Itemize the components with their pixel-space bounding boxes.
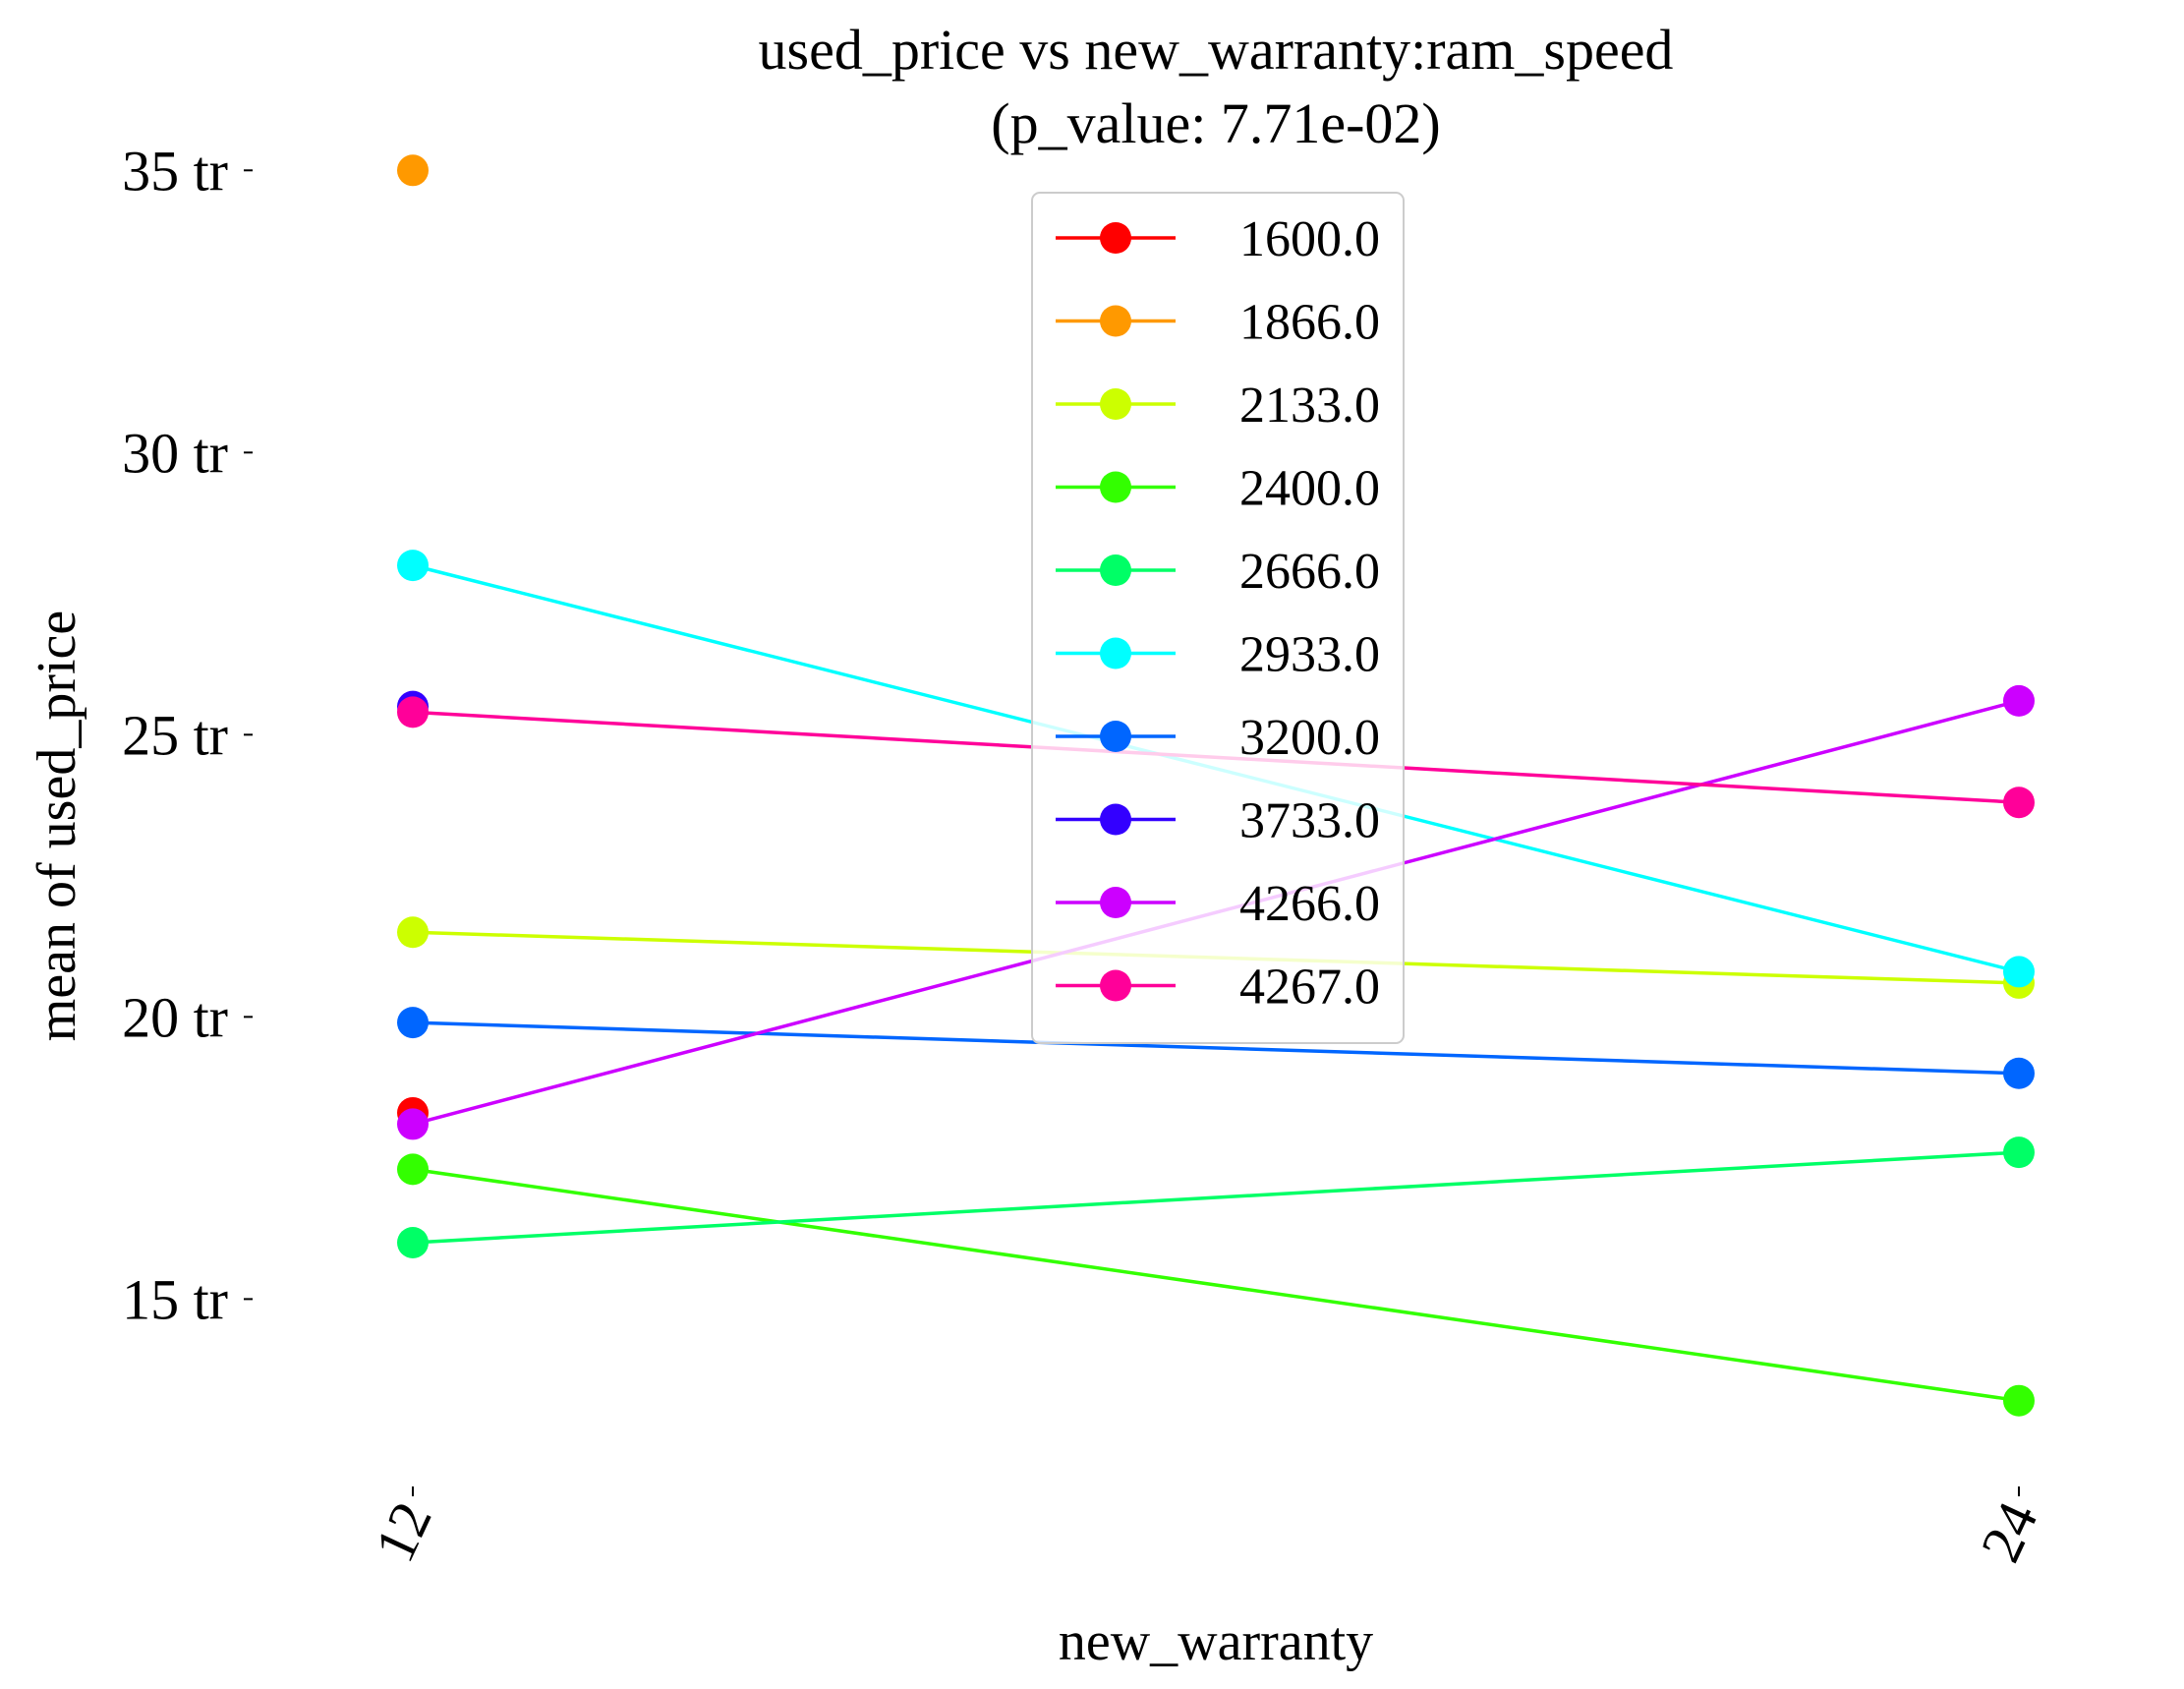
- legend-entry: 4267.0: [1056, 960, 1380, 1016]
- series-line: [412, 1150, 2020, 1245]
- legend-marker: [1100, 388, 1131, 420]
- legend-marker: [1100, 803, 1131, 836]
- legend-marker: [1100, 637, 1131, 670]
- legend-marker: [1100, 554, 1131, 586]
- series-2400-0: [397, 1153, 2035, 1417]
- legend-marker: [1100, 222, 1131, 254]
- y-tick-label: 30 tr: [122, 421, 228, 485]
- data-point: [2003, 956, 2035, 988]
- series-line: [412, 1020, 2020, 1076]
- y-tick-label: 35 tr: [122, 139, 228, 203]
- y-axis: 15 tr 20 tr 25 tr 30 tr 35 tr: [122, 139, 253, 1331]
- x-axis: 12 24: [362, 1486, 2050, 1571]
- legend-entry: 3733.0: [1056, 793, 1380, 849]
- x-tick-label: 24: [1968, 1492, 2049, 1571]
- series-3200-0: [397, 1007, 2035, 1089]
- data-point: [397, 1108, 429, 1140]
- y-tick-label: 20 tr: [122, 985, 228, 1049]
- data-point: [397, 696, 429, 728]
- series-line: [412, 1167, 2020, 1403]
- data-point: [2003, 786, 2035, 819]
- data-point: [397, 1007, 429, 1039]
- data-point: [2003, 684, 2035, 717]
- chart-title-group: used_price vs new_warranty:ram_speed (p_…: [759, 18, 1674, 155]
- legend-entry: 1866.0: [1056, 295, 1380, 351]
- legend-label: 2666.0: [1239, 544, 1380, 600]
- data-point: [2003, 1136, 2035, 1169]
- legend-label: 3200.0: [1239, 710, 1380, 766]
- data-point: [2003, 1057, 2035, 1089]
- legend-marker: [1100, 969, 1131, 1002]
- data-point: [397, 1226, 429, 1258]
- data-point: [397, 550, 429, 582]
- legend-label: 2133.0: [1239, 378, 1380, 434]
- legend-label: 2933.0: [1239, 627, 1380, 683]
- legend-marker: [1100, 305, 1131, 337]
- chart-subtitle: (p_value: 7.71e-02): [991, 91, 1440, 155]
- legend-entry: 2133.0: [1056, 378, 1380, 434]
- legend-label: 4266.0: [1239, 876, 1380, 932]
- legend-marker: [1100, 721, 1131, 752]
- y-axis-label: mean of used_price: [27, 611, 87, 1041]
- legend-entry: 3200.0: [1056, 710, 1380, 766]
- x-axis-label: new_warranty: [1059, 1611, 1373, 1672]
- legend-entry: 2666.0: [1056, 544, 1380, 600]
- legend: 1600.0 1866.0 2133.0 2400.0 2666.0 2933.0 3200…: [1031, 192, 1405, 1044]
- legend-label: 1866.0: [1239, 295, 1380, 351]
- legend-label: 3733.0: [1239, 793, 1380, 849]
- data-point: [397, 1153, 429, 1186]
- legend-entry: 2400.0: [1056, 461, 1380, 517]
- series-lines: [397, 154, 2035, 1417]
- legend-label: 4267.0: [1239, 960, 1380, 1016]
- y-tick-label: 15 tr: [122, 1267, 228, 1331]
- data-point: [2003, 1384, 2035, 1417]
- series-2666-0: [397, 1136, 2035, 1258]
- legend-marker: [1100, 887, 1131, 918]
- legend-entry: 1600.0: [1056, 211, 1380, 267]
- legend-label: 2400.0: [1239, 461, 1380, 517]
- data-point: [397, 916, 429, 949]
- chart-title: used_price vs new_warranty:ram_speed: [759, 18, 1674, 82]
- series-1866-0: [397, 154, 429, 187]
- legend-label: 1600.0: [1239, 211, 1380, 267]
- legend-marker: [1100, 471, 1131, 503]
- legend-entry: 4266.0: [1056, 876, 1380, 932]
- x-tick-label: 12: [362, 1492, 443, 1571]
- y-tick-label: 25 tr: [122, 703, 228, 767]
- legend-entry: 2933.0: [1056, 627, 1380, 683]
- data-point: [397, 154, 429, 187]
